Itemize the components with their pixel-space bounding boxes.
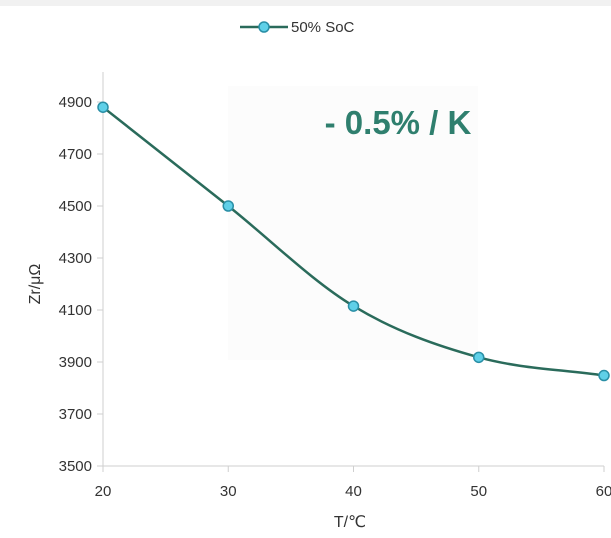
x-tick-label-4: 60 [596,483,611,500]
x-axis-title: T/℃ [334,514,366,531]
y-tick-label-3: 4100 [59,302,92,319]
data-point-4 [598,369,610,382]
y-tick-label-0: 3500 [59,458,92,475]
legend-label: 50% SoC [291,19,355,36]
y-axis-title: Zr/μΩ [27,264,44,305]
data-point-3 [473,351,485,364]
x-tick-label-3: 50 [470,483,487,500]
y-tick-label-6: 4700 [59,146,92,163]
x-tick-label-0: 20 [95,483,112,500]
data-point-1 [222,200,234,212]
data-point-2 [347,300,360,312]
y-tick-label-2: 3900 [59,354,92,371]
data-point-0 [97,101,109,113]
top-bar [0,0,611,6]
y-tick-label-1: 3700 [59,406,92,423]
slope-annotation: - 0.5% / K [325,104,472,141]
x-tick-label-1: 30 [220,483,237,500]
y-tick-label-5: 4500 [59,198,92,215]
x-tick-label-2: 40 [345,483,362,500]
plot-area-shade [228,86,478,360]
y-tick-label-7: 4900 [59,94,92,111]
legend-swatch [240,21,288,33]
legend: 50% SoC [0,16,611,40]
y-tick-label-4: 4300 [59,250,92,267]
